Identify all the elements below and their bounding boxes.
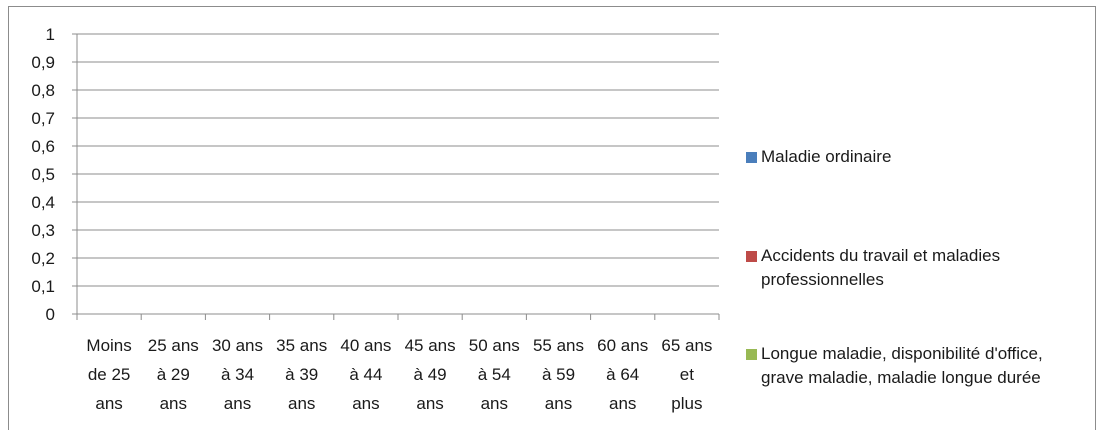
x-tick-label: à 59 xyxy=(542,365,575,384)
x-tick-label: ans xyxy=(224,394,251,413)
y-tick-label: 0,6 xyxy=(31,137,55,156)
legend-item-longue-maladie: Longue maladie, disponibilité d'office, … xyxy=(746,342,1081,390)
y-tick-label: 0,1 xyxy=(31,277,55,296)
legend-label: Longue maladie, disponibilité d'office, … xyxy=(761,344,1043,387)
x-tick-label: à 44 xyxy=(349,365,382,384)
x-tick-label: 65 ans xyxy=(661,336,712,355)
x-tick-label: à 29 xyxy=(157,365,190,384)
x-tick-label: ans xyxy=(352,394,379,413)
y-tick-label: 0,5 xyxy=(31,165,55,184)
y-tick-label: 0,4 xyxy=(31,193,55,212)
x-tick-label: 45 ans xyxy=(405,336,456,355)
x-tick-label: de 25 xyxy=(88,365,131,384)
x-tick-label: Moins xyxy=(86,336,131,355)
y-tick-label: 1 xyxy=(46,25,55,44)
x-tick-label: et xyxy=(680,365,694,384)
x-tick-label: 60 ans xyxy=(597,336,648,355)
x-tick-label: 55 ans xyxy=(533,336,584,355)
legend-swatch-red xyxy=(746,251,757,262)
x-tick-label: ans xyxy=(609,394,636,413)
y-tick-label: 0,9 xyxy=(31,53,55,72)
legend-label: Maladie ordinaire xyxy=(761,147,892,166)
x-tick-label: à 39 xyxy=(285,365,318,384)
x-tick-label: plus xyxy=(671,394,702,413)
legend-swatch-green xyxy=(746,349,757,360)
x-tick-label: à 64 xyxy=(606,365,639,384)
x-tick-label: ans xyxy=(545,394,572,413)
x-tick-label: ans xyxy=(416,394,443,413)
y-tick-label: 0,8 xyxy=(31,81,55,100)
chart-frame xyxy=(8,6,1096,430)
x-tick-label: 35 ans xyxy=(276,336,327,355)
legend-item-maladie-ordinaire: Maladie ordinaire xyxy=(746,145,1081,169)
x-tick-label: 50 ans xyxy=(469,336,520,355)
y-tick-label: 0,2 xyxy=(31,249,55,268)
y-tick-label: 0 xyxy=(46,305,55,324)
y-tick-label: 0,3 xyxy=(31,221,55,240)
x-tick-label: 30 ans xyxy=(212,336,263,355)
x-tick-label: 40 ans xyxy=(340,336,391,355)
x-tick-label: à 54 xyxy=(478,365,511,384)
x-tick-label: à 34 xyxy=(221,365,254,384)
x-tick-label: ans xyxy=(160,394,187,413)
legend-item-accidents: Accidents du travail et maladies profess… xyxy=(746,244,1081,292)
x-tick-label: ans xyxy=(481,394,508,413)
x-tick-label: ans xyxy=(95,394,122,413)
x-tick-label: 25 ans xyxy=(148,336,199,355)
x-tick-label: ans xyxy=(288,394,315,413)
legend-swatch-blue xyxy=(746,152,757,163)
x-tick-label: à 49 xyxy=(414,365,447,384)
legend-label: Accidents du travail et maladies profess… xyxy=(761,246,1001,289)
y-tick-label: 0,7 xyxy=(31,109,55,128)
